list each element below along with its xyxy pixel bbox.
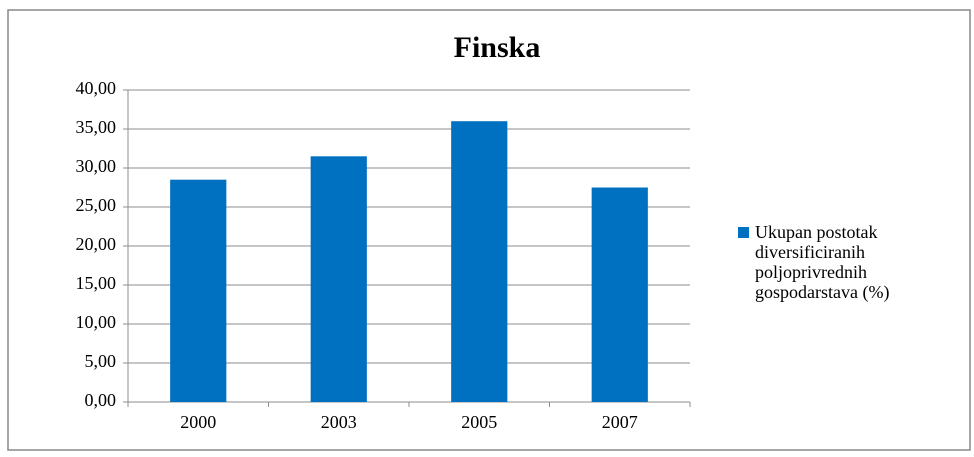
y-tick-label: 15,00	[76, 273, 117, 293]
y-tick-label: 30,00	[76, 156, 117, 176]
legend: Ukupan postotak diversificiranih poljopr…	[738, 222, 968, 302]
y-tick-label: 35,00	[76, 117, 117, 137]
bar	[310, 156, 367, 402]
bar	[170, 179, 227, 402]
bar	[451, 121, 508, 402]
y-tick-label: 0,00	[85, 390, 117, 410]
x-tick-label: 2000	[180, 412, 216, 432]
legend-label: Ukupan postotak diversificiranih poljopr…	[755, 222, 890, 302]
y-tick-label: 20,00	[76, 234, 117, 254]
legend-swatch	[738, 227, 749, 238]
x-tick-label: 2007	[602, 412, 638, 432]
y-tick-label: 10,00	[76, 312, 117, 332]
x-tick-label: 2005	[461, 412, 497, 432]
y-tick-label: 5,00	[85, 351, 117, 371]
chart-title: Finska	[454, 31, 541, 64]
y-tick-label: 40,00	[76, 78, 117, 98]
y-tick-label: 25,00	[76, 195, 117, 215]
bar	[591, 187, 648, 402]
x-tick-label: 2003	[321, 412, 357, 432]
